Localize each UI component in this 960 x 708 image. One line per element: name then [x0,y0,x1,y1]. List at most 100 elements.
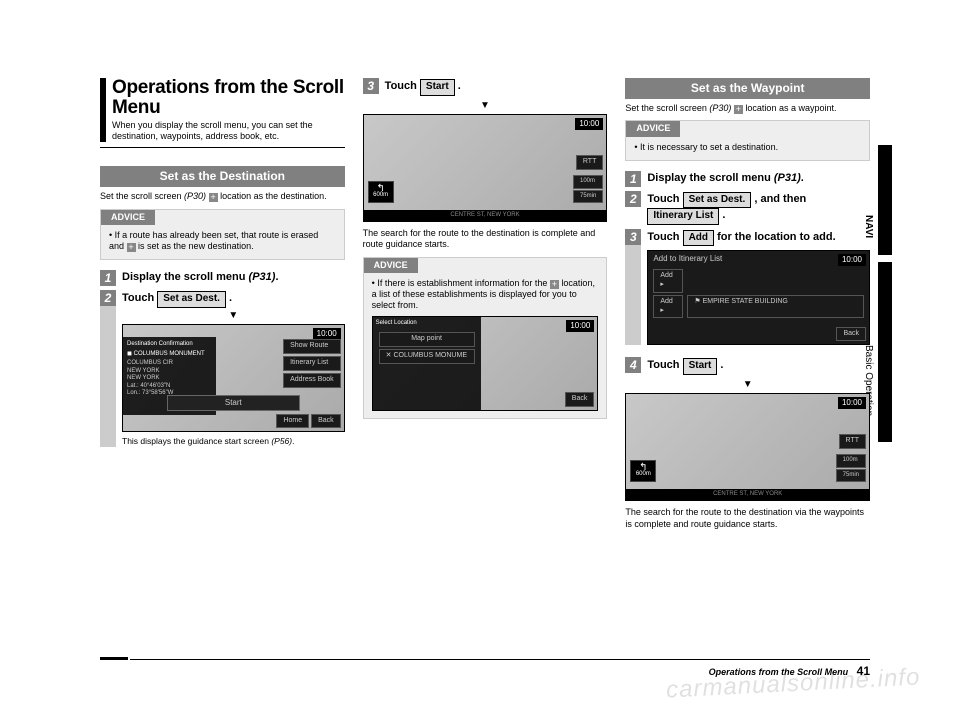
crosshair-icon: + [734,105,743,114]
text: Set the scroll screen [625,103,709,113]
add-row-button[interactable]: Add ▸ [653,269,683,293]
text: , and then [751,193,806,205]
step-1: 1 Display the scroll menu (P31). [100,270,345,286]
start-button[interactable]: Start [683,358,718,375]
itinerary-list-button[interactable]: Itinerary List [647,208,719,225]
start-button[interactable]: Start [420,79,455,96]
add-row-button[interactable]: Add ▸ [653,295,683,319]
caption: The search for the route to the destinat… [363,228,608,251]
section-body: Set the scroll screen (P30) + location a… [625,103,870,114]
text: . [801,172,804,184]
step-number: 3 [625,229,641,245]
step-number: 1 [100,270,116,286]
ss-time: 10:00 [838,397,866,409]
back-button[interactable]: Back [311,414,341,429]
select-location-panel: Select Location Map point ✕ COLUMBUS MON… [373,317,481,410]
crosshair-icon: + [550,280,559,289]
turn-icon: 600m [368,181,394,203]
home-button[interactable]: Home [276,414,309,429]
side-tab-basic-bar [878,262,892,442]
footer-rule-thick [100,657,128,660]
ref: (P56) [271,436,292,446]
text: Set the scroll screen [100,191,184,201]
crosshair-icon: + [127,243,136,252]
text: Display the scroll menu [647,172,774,184]
text: . [275,271,278,283]
back-button[interactable]: Back [836,327,866,342]
map-bg [364,115,607,221]
page-title: Operations from the Scroll Menu [112,78,345,118]
advice-item: It is necessary to set a destination. [634,142,861,153]
map-point-button[interactable]: Map point [379,332,475,347]
step-2: 2 Touch Set as Dest. , and then Itinerar… [625,191,870,225]
text: location as a waypoint. [743,103,837,113]
section-body: Set the scroll screen (P30) + location a… [100,191,345,202]
scale-button[interactable]: 100m [573,175,603,189]
advice-box: ADVICE If there is establishment informa… [363,257,608,419]
section-set-as-destination: Set as the Destination [100,166,345,187]
screenshot-route-guidance-waypoint: 10:00 RTT 600m 100m 75min CENTRE ST, NEW… [625,393,870,501]
start-button[interactable]: Start [167,395,299,411]
rtt-button[interactable]: RTT [839,434,866,449]
down-arrow-icon: ▼ [625,379,870,392]
text: Touch [647,359,682,371]
rtt-button[interactable]: RTT [576,155,603,170]
turn-distance: 600m [373,192,388,198]
advice-label: ADVICE [101,210,155,225]
text: . [719,209,725,221]
text: Display the scroll menu [122,271,249,283]
main-title-block: Operations from the Scroll Menu When you… [100,78,345,142]
ss-line: NEW YORK [127,375,212,383]
street-label: CENTRE ST, NEW YORK [626,489,869,501]
down-arrow-icon: ▼ [363,100,608,113]
column-3: Set as the Waypoint Set the scroll scree… [625,78,870,633]
step-1: 1 Display the scroll menu (P31). [625,171,870,187]
show-route-button[interactable]: Show Route [283,339,341,354]
text: . [292,436,294,446]
page-subtitle: When you display the scroll menu, you ca… [112,120,345,143]
ss-time: 10:00 [838,254,866,266]
ss-line: COLUMBUS CIR [127,360,212,368]
step-4: 4 Touch Start . [625,357,870,375]
caption: The search for the route to the destinat… [625,507,870,530]
ref: (P30) [709,103,731,113]
caption: This displays the guidance start screen … [122,436,345,446]
text: This displays the guidance start screen [122,436,271,446]
text: . [455,80,461,92]
step-bar: 2 [100,290,116,446]
side-tab-navi-bar [878,145,892,255]
step-text: Display the scroll menu (P31). [647,171,804,186]
eta-badge: 75min [836,469,866,483]
destination-row[interactable]: ⚑ EMPIRE STATE BUILDING [687,295,864,319]
text: Touch [647,193,682,205]
footer-rule-thin [130,659,870,660]
step-text: Touch Add for the location to add. [647,229,870,247]
advice-body: If a route has already been set, that ro… [101,225,344,260]
set-as-dest-button[interactable]: Set as Dest. [157,291,226,308]
itinerary-list-button[interactable]: Itinerary List [283,356,341,371]
scale-button[interactable]: 100m [836,454,866,468]
back-button[interactable]: Back [565,392,595,407]
text: . [226,292,232,304]
step-text: Touch Set as Dest. . [122,290,345,308]
step-content: Touch Add for the location to add. Add t… [647,229,870,346]
add-button[interactable]: Add [683,230,714,247]
text: If there is establishment information fo… [377,278,550,288]
ss-panel-title: Destination Confirmation [127,341,212,349]
set-as-dest-button[interactable]: Set as Dest. [683,192,752,209]
text: for the location to add. [714,231,836,243]
advice-box: ADVICE If a route has already been set, … [100,209,345,261]
text: Touch [122,292,157,304]
step-2-group: 2 Touch Set as Dest. . ▼ 10:00 Destinati… [100,290,345,446]
advice-body: If there is establishment information fo… [364,273,607,418]
address-book-button[interactable]: Address Book [283,373,341,388]
advice-label: ADVICE [364,258,418,273]
street-label: CENTRE ST, NEW YORK [364,210,607,222]
column-1: Operations from the Scroll Menu When you… [100,78,345,633]
step-text: Touch Start . [647,357,723,375]
poi-item[interactable]: ✕ COLUMBUS MONUME [379,349,475,364]
turn-distance: 600m [636,471,651,477]
advice-body: It is necessary to set a destination. [626,137,869,160]
text: . [717,359,723,371]
ss-bottom-buttons: Back [836,327,866,342]
